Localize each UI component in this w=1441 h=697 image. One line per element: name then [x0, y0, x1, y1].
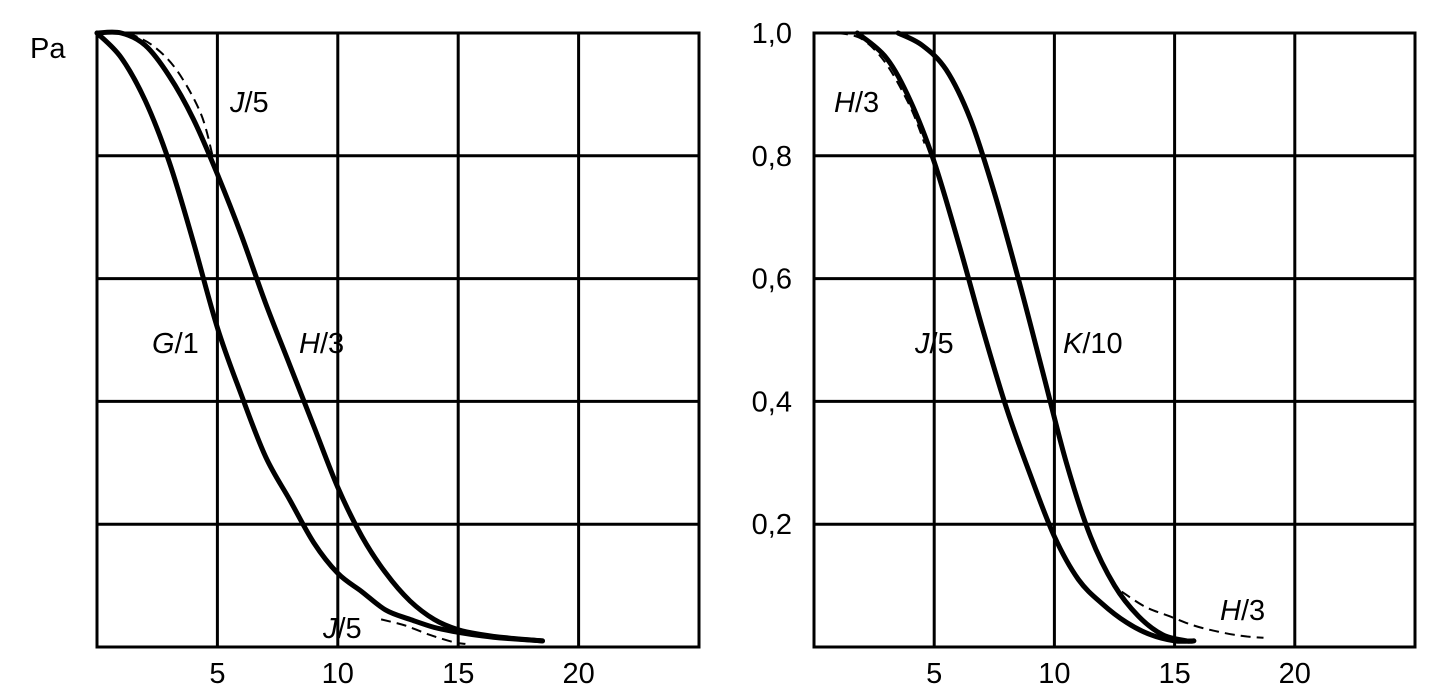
- plot-area-left: [95, 31, 701, 649]
- grid-right: [814, 33, 1415, 647]
- x-tick-label: 15: [442, 658, 474, 690]
- x-tick-label: 5: [926, 658, 942, 690]
- curve-K10: [895, 30, 1197, 644]
- x-tick-label: 20: [1279, 658, 1311, 690]
- curve-label-letter: J: [914, 328, 930, 360]
- y-tick-label: 0,6: [752, 264, 792, 296]
- curve-label-j5-top: J/5: [229, 87, 269, 119]
- curve-label-number: /10: [1082, 328, 1122, 360]
- curve-label-letter: K: [1063, 328, 1084, 360]
- curve-J5-dashed: [380, 618, 466, 645]
- curve-label-letter: H: [299, 328, 320, 360]
- curve-H3-dashed: [837, 32, 926, 144]
- y-tick-label: 0,2: [752, 509, 792, 541]
- curve-label-letter: J: [322, 613, 338, 645]
- curve-label-number: /3: [855, 87, 879, 119]
- curve-J5: [854, 30, 1197, 644]
- curve-J5-dashed: [127, 32, 214, 157]
- curve-label-h3-bottom: H/3: [1220, 595, 1265, 627]
- curve-label-h3-top: H/3: [834, 87, 879, 119]
- y-ticks-right: 1,0 0,8 0,6 0,4 0,2: [752, 18, 792, 541]
- curve-label-number: /3: [320, 328, 344, 360]
- y-tick-label: 0,8: [752, 141, 792, 173]
- series-group-right: [837, 30, 1264, 644]
- x-ticks-left: 5 10 15 20: [209, 658, 594, 690]
- curve-label-letter: G: [152, 328, 175, 360]
- curve-label-letter: H: [1220, 595, 1241, 627]
- curve-label-number: /5: [338, 613, 362, 645]
- x-tick-label: 10: [1038, 658, 1070, 690]
- y-axis-label: Pa: [30, 33, 66, 65]
- y-tick-label: 0,4: [752, 386, 792, 418]
- x-tick-label: 15: [1158, 658, 1190, 690]
- plot-area-right: [812, 31, 1417, 649]
- curve-label-number: /3: [1241, 595, 1265, 627]
- curve-label-number: /1: [175, 328, 199, 360]
- series-group-left: [94, 29, 545, 645]
- curve-label-letter: H: [834, 87, 855, 119]
- curve-label-g1: G/1: [152, 328, 199, 360]
- curve-label-j5-bottom: J/5: [322, 613, 362, 645]
- curve-label-number: /5: [245, 87, 269, 119]
- x-ticks-right: 5 10 15 20: [926, 658, 1311, 690]
- curve-label-k10: K/10: [1063, 328, 1123, 360]
- curve-H3: [94, 29, 545, 644]
- curve-H3-dashed: [1121, 590, 1264, 639]
- x-tick-label: 10: [322, 658, 354, 690]
- curve-label-letter: J: [229, 87, 245, 119]
- x-tick-label: 20: [562, 658, 594, 690]
- y-tick-label: 1,0: [752, 18, 792, 50]
- x-tick-label: 5: [209, 658, 225, 690]
- chart-left: 5 10 15 20 Pa J/5 G/1 H/3 J/5: [30, 29, 701, 690]
- chart-right: 5 10 15 20 1,0 0,8 0,6 0,4 0,2 H/3 J/5 K/10 H/3: [752, 18, 1417, 690]
- curve-label-number: /5: [930, 328, 954, 360]
- curve-label-h3: H/3: [299, 328, 344, 360]
- grid-left: [97, 33, 699, 647]
- curve-label-j5: J/5: [914, 328, 954, 360]
